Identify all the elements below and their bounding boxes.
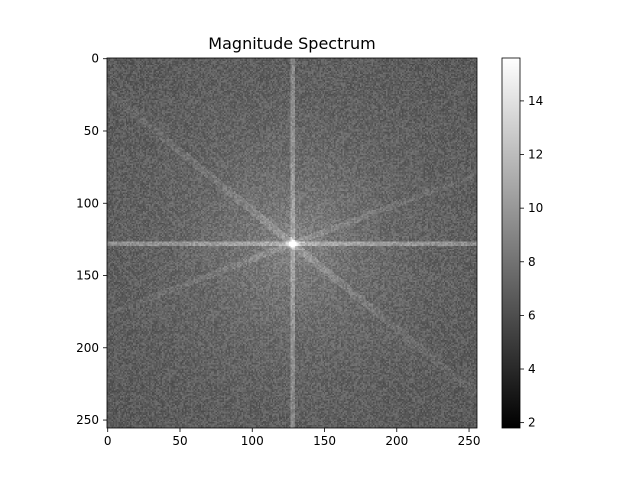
- colorbar-tick-label: 8: [528, 255, 536, 269]
- colorbar-tick-label: 14: [528, 94, 543, 108]
- spectrum-image: [106, 57, 478, 429]
- y-tick-label: 200: [76, 341, 99, 355]
- x-tick-label: 250: [458, 434, 481, 448]
- image-frame: [106, 57, 478, 429]
- y-tick-label: 150: [76, 269, 99, 283]
- colorbar: 2 4 6 8 10 12 14: [501, 57, 543, 430]
- y-axis: 0 50 100 150 200 250: [76, 52, 107, 427]
- colorbar-tick-label: 10: [528, 201, 543, 215]
- y-tick-label: 50: [84, 124, 99, 138]
- colorbar-ticks: 2 4 6 8 10 12 14: [520, 94, 543, 430]
- y-tick-label: 0: [91, 52, 99, 66]
- spectrum-canvas: [107, 58, 477, 428]
- x-tick-label: 200: [385, 434, 408, 448]
- colorbar-tick-label: 4: [528, 362, 536, 376]
- spectrum-canvas-holder: [107, 58, 477, 428]
- y-tick-label: 100: [76, 196, 99, 210]
- colorbar-tick-label: 2: [528, 416, 536, 430]
- colorbar-gradient: [501, 57, 521, 429]
- chart-title: Magnitude Spectrum: [208, 34, 375, 53]
- x-tick-label: 100: [241, 434, 264, 448]
- x-tick-label: 150: [313, 434, 336, 448]
- y-tick-label: 250: [76, 413, 99, 427]
- colorbar-tick-label: 12: [528, 148, 543, 162]
- colorbar-tick-label: 6: [528, 308, 536, 322]
- x-tick-label: 50: [172, 434, 187, 448]
- x-tick-label: 0: [104, 434, 112, 448]
- x-axis: 0 50 100 150 200 250: [104, 428, 481, 448]
